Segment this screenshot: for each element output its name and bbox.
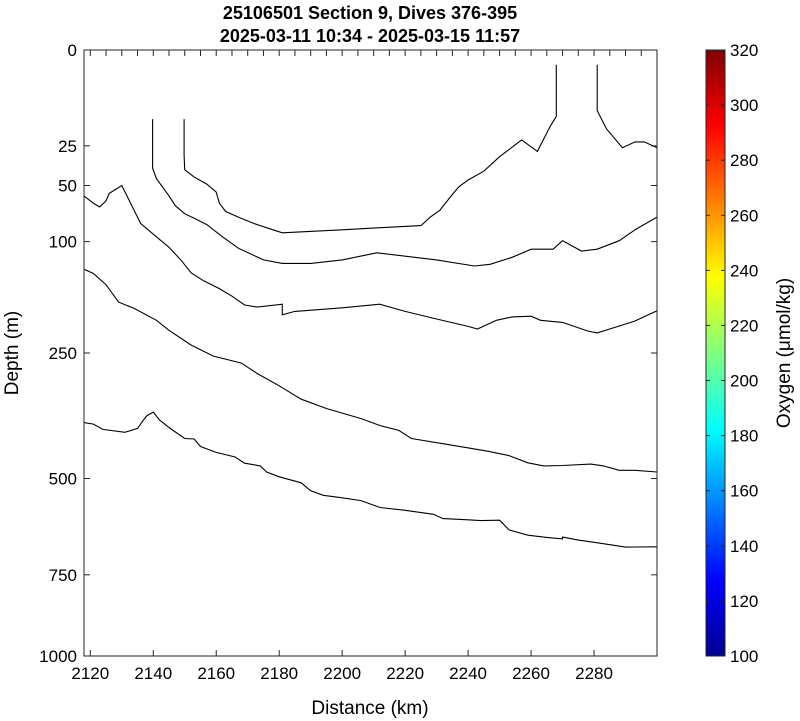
x-tick-label: 2280: [575, 664, 613, 683]
colorbar-tick-label: 100: [730, 647, 758, 666]
x-tick-label: 2200: [323, 664, 361, 683]
x-tick-label: 2180: [260, 664, 298, 683]
colorbar-tick-label: 180: [730, 427, 758, 446]
x-tick-label: 2160: [197, 664, 235, 683]
x-axis-label: Distance (km): [311, 698, 428, 719]
plot-area: [84, 50, 657, 656]
colorbar-tick-label: 300: [730, 96, 758, 115]
x-tick-label: 2140: [134, 664, 172, 683]
contour-line-5: [83, 268, 658, 473]
y-tick-label: 50: [58, 177, 77, 196]
chart-title: 25106501 Section 9, Dives 376-395: [223, 3, 517, 23]
y-tick-label: 250: [49, 344, 77, 363]
contour-layer: [83, 64, 658, 548]
contour-line-3: [596, 64, 658, 149]
colorbar-tick-label: 120: [730, 592, 758, 611]
x-tick-label: 2120: [71, 664, 109, 683]
x-axis: 2120 2140 2160 2180 2200 2220 2240 2260 2280: [71, 50, 642, 683]
y-axis: 0 25 50 100 250 500 750 1000: [39, 41, 657, 666]
y-axis-label: Depth (m): [2, 311, 23, 395]
colorbar-label: Oxygen (μmol/kg): [774, 278, 795, 428]
x-tick-label: 2260: [512, 664, 550, 683]
y-tick-label: 25: [58, 137, 77, 156]
y-tick-label: 100: [49, 233, 77, 252]
colorbar-tick-label: 260: [730, 206, 758, 225]
y-tick-label: 750: [49, 566, 77, 585]
colorbar-tick-label: 240: [730, 261, 758, 280]
colorbar-tick-label: 200: [730, 372, 758, 391]
chart-subtitle: 2025-03-11 10:34 - 2025-03-15 11:57: [220, 26, 520, 46]
contour-line-2: [183, 64, 557, 234]
contour-line-4: [83, 184, 658, 334]
contour-line-6: [83, 411, 658, 548]
colorbar-ticks: 100 120 140 160 180 200 220 240 260 280 300 320: [706, 41, 758, 666]
y-tick-label: 0: [68, 41, 77, 60]
contour-line-1: [152, 119, 658, 267]
colorbar-tick-label: 140: [730, 537, 758, 556]
colorbar-tick-label: 320: [730, 41, 758, 60]
y-tick-label: 500: [49, 470, 77, 489]
colorbar-tick-label: 160: [730, 482, 758, 501]
colorbar: [705, 49, 726, 657]
y-tick-label: 1000: [39, 647, 77, 666]
x-tick-label: 2220: [386, 664, 424, 683]
colorbar-tick-label: 220: [730, 316, 758, 335]
colorbar-tick-label: 280: [730, 151, 758, 170]
x-tick-label: 2240: [449, 664, 487, 683]
